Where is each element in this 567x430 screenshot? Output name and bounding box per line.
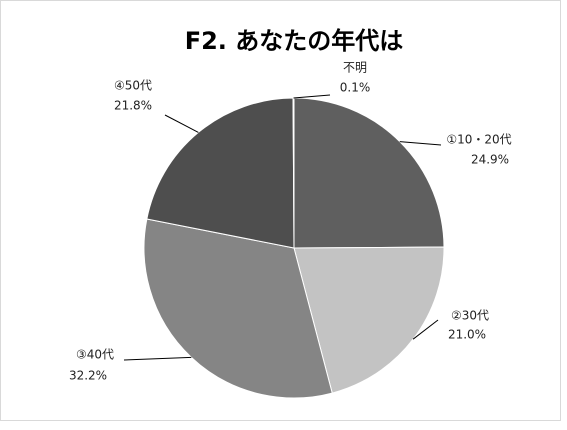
pie-slice xyxy=(143,218,333,399)
pie-slice xyxy=(146,97,295,249)
slice-label: ①10・20代 xyxy=(446,133,511,147)
leader-line xyxy=(164,114,199,133)
slice-label: 不明 xyxy=(343,61,367,75)
pie-slice xyxy=(293,97,445,249)
slice-value-label: 21.0% xyxy=(448,328,486,342)
slice-value-label: 0.1% xyxy=(340,81,371,95)
leader-line xyxy=(399,141,442,146)
slice-label: ②30代 xyxy=(451,309,489,323)
slice-label: ③40代 xyxy=(76,348,114,362)
slice-value-label: 21.8% xyxy=(114,99,152,113)
leader-line xyxy=(123,356,192,361)
slice-value-label: 24.9% xyxy=(471,153,509,167)
chart-title: F2. あなたの年代は xyxy=(185,27,404,55)
slice-label: ④50代 xyxy=(114,79,152,93)
slice-value-label: 32.2% xyxy=(69,369,107,383)
leader-line xyxy=(412,319,439,340)
leader-line xyxy=(293,94,331,99)
pie-slice xyxy=(293,246,445,394)
